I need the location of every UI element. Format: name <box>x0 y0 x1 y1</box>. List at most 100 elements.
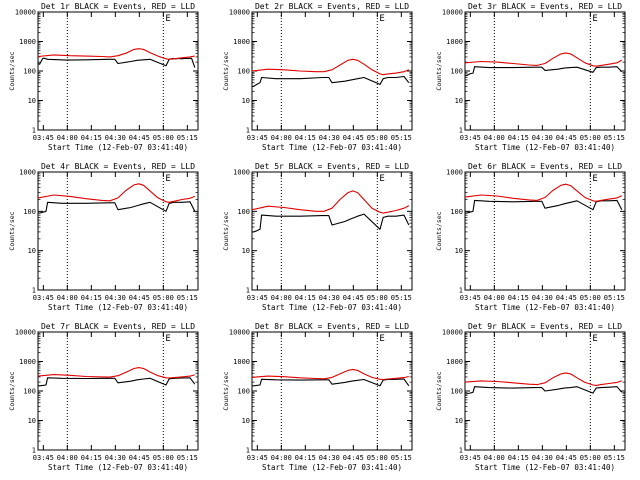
y-tick-label: 100 <box>23 388 36 396</box>
x-tick-label: 04:00 <box>271 134 292 142</box>
x-tick-label: 04:45 <box>343 294 364 302</box>
y-tick-label: 100 <box>450 68 463 76</box>
x-tick-label: 04:15 <box>508 454 529 462</box>
y-tick-label: 100 <box>450 208 463 216</box>
x-tick-label: 05:15 <box>177 454 198 462</box>
x-tick-label: 05:15 <box>391 454 412 462</box>
y-tick-label: 1000 <box>446 38 463 46</box>
x-tick-label: 04:00 <box>271 454 292 462</box>
y-tick-label: 10000 <box>229 329 250 337</box>
plot-frame <box>464 11 626 131</box>
events-series-line <box>465 66 623 77</box>
x-tick-label: 04:30 <box>319 134 340 142</box>
x-tick-label: 04:30 <box>532 294 553 302</box>
y-tick-label: 1 <box>459 447 463 455</box>
x-tick-label: 03:45 <box>460 454 481 462</box>
plot-frame <box>251 171 413 291</box>
x-tick-label: 04:45 <box>129 294 150 302</box>
y-tick-label: 1000 <box>446 169 463 177</box>
x-tick-label: 04:00 <box>57 294 78 302</box>
y-tick-label: 10 <box>455 247 463 255</box>
x-tick-label: 04:00 <box>57 454 78 462</box>
x-tick-label: 05:15 <box>177 294 198 302</box>
y-tick-label: 1000 <box>233 169 250 177</box>
x-tick-label: 04:15 <box>81 454 102 462</box>
y-tick-label: 1000 <box>19 38 36 46</box>
y-tick-label: 10 <box>455 97 463 105</box>
y-tick-label: 1 <box>246 447 250 455</box>
chart-panel-5: Det 5r BLACK = Events, RED = LLD 1 10 100 10… <box>222 162 413 312</box>
x-tick-label: 05:15 <box>604 454 625 462</box>
x-tick-label: 04:00 <box>271 294 292 302</box>
x-tick-label: 03:45 <box>247 134 268 142</box>
events-series-line <box>465 386 623 395</box>
y-tick-label: 1000 <box>446 358 463 366</box>
x-tick-label: 04:00 <box>484 134 505 142</box>
lld-series-line <box>251 190 410 214</box>
y-axis-label: Counts/sec <box>222 51 230 90</box>
x-tick-label: 05:15 <box>177 134 198 142</box>
x-axis-label: Start Time (12-Feb-07 03:41:40) <box>48 463 188 472</box>
x-axis-label: Start Time (12-Feb-07 03:41:40) <box>475 303 615 312</box>
x-tick-label: 04:45 <box>343 134 364 142</box>
y-tick-label: 100 <box>23 208 36 216</box>
events-series-line <box>252 213 410 233</box>
x-axis-label: Start Time (12-Feb-07 03:41:40) <box>475 463 615 472</box>
chart-title: Det 9r BLACK = Events, RED = LLD <box>468 322 622 331</box>
y-tick-label: 100 <box>237 388 250 396</box>
x-tick-label: 04:15 <box>81 294 102 302</box>
y-axis-label: Counts/sec <box>8 371 16 410</box>
e-marker-label: E <box>379 174 384 184</box>
lld-series-line <box>37 183 196 203</box>
lld-series-line <box>464 52 623 67</box>
x-tick-label: 04:00 <box>484 294 505 302</box>
x-tick-label: 03:45 <box>33 294 54 302</box>
x-axis-label: Start Time (12-Feb-07 03:41:40) <box>262 303 402 312</box>
chart-panel-8: Det 8r BLACK = Events, RED = LLD 1 10 100 10… <box>222 322 413 472</box>
x-tick-label: 04:30 <box>532 454 553 462</box>
y-tick-label: 1 <box>246 127 250 135</box>
x-tick-label: 03:45 <box>460 134 481 142</box>
x-tick-label: 03:45 <box>247 294 268 302</box>
chart-title: Det 6r BLACK = Events, RED = LLD <box>468 162 622 171</box>
chart-panel-7: Det 7r BLACK = Events, RED = LLD 1 10 100 10… <box>8 322 199 472</box>
lld-series-line <box>464 183 623 202</box>
y-axis-label: Counts/sec <box>435 371 443 410</box>
y-axis-label: Counts/sec <box>435 51 443 90</box>
y-tick-label: 10000 <box>229 9 250 17</box>
plot-frame <box>251 331 413 451</box>
x-tick-label: 05:15 <box>604 294 625 302</box>
x-tick-label: 04:30 <box>532 134 553 142</box>
x-tick-label: 05:00 <box>367 454 388 462</box>
y-tick-label: 1 <box>32 127 36 135</box>
y-tick-label: 1000 <box>19 169 36 177</box>
x-axis-label: Start Time (12-Feb-07 03:41:40) <box>475 143 615 152</box>
x-tick-label: 04:15 <box>295 454 316 462</box>
y-tick-label: 10 <box>242 247 250 255</box>
e-marker-label: E <box>592 174 597 184</box>
x-tick-label: 05:00 <box>580 294 601 302</box>
plot-frame <box>37 11 199 131</box>
e-marker-label: E <box>165 174 170 184</box>
events-series-line <box>252 378 410 387</box>
y-tick-label: 10 <box>28 417 36 425</box>
x-tick-label: 04:45 <box>129 454 150 462</box>
x-tick-label: 04:15 <box>508 134 529 142</box>
x-tick-label: 03:45 <box>247 454 268 462</box>
y-tick-label: 100 <box>237 68 250 76</box>
x-axis-label: Start Time (12-Feb-07 03:41:40) <box>48 303 188 312</box>
chart-panel-1: Det 1r BLACK = Events, RED = LLD 1 10 100 10… <box>8 2 199 152</box>
x-tick-label: 05:00 <box>580 454 601 462</box>
x-tick-label: 04:30 <box>319 454 340 462</box>
x-tick-label: 04:30 <box>105 294 126 302</box>
y-tick-label: 1 <box>459 287 463 295</box>
chart-title: Det 4r BLACK = Events, RED = LLD <box>41 162 195 171</box>
y-tick-label: 10 <box>28 97 36 105</box>
plot-frame <box>251 11 413 131</box>
y-tick-label: 1 <box>32 447 36 455</box>
lld-series-line <box>37 367 195 379</box>
events-series-line <box>465 199 623 214</box>
chart-panel-3: Det 3r BLACK = Events, RED = LLD 1 10 100 10… <box>435 2 626 152</box>
chart-panel-9: Det 9r BLACK = Events, RED = LLD 1 10 100 10… <box>435 322 626 472</box>
